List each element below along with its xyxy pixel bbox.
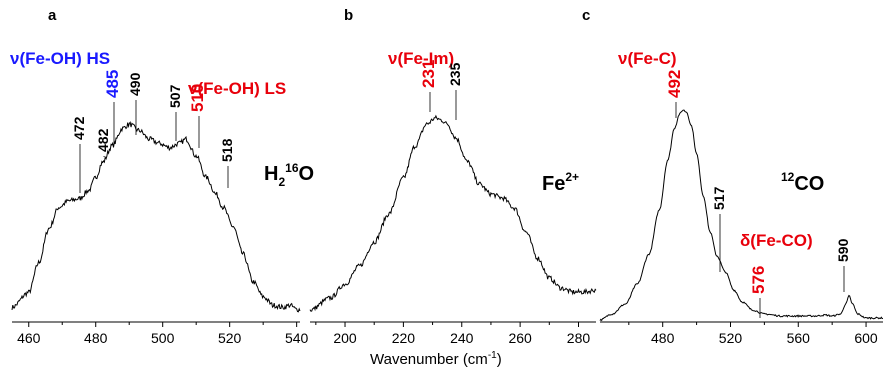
x-tick-label: 260 [508, 330, 532, 346]
peak-label-517: 517 [711, 186, 727, 210]
x-tick-label: 460 [17, 330, 41, 346]
peak-label-485: 485 [103, 70, 122, 98]
x-tick-label: 200 [333, 330, 357, 346]
assignment-fe-im: ν(Fe-Im) [388, 49, 454, 68]
condition-fe2plus: Fe2+ [542, 170, 579, 195]
x-tick-label: 220 [392, 330, 416, 346]
assignment-delta-fe-co: δ(Fe-CO) [740, 231, 813, 250]
spectrum-line-a [11, 121, 301, 313]
x-tick-label: 520 [719, 330, 743, 346]
x-tick-label: 280 [567, 330, 591, 346]
peak-label-235: 235 [447, 62, 463, 86]
assignment-fe-c: ν(Fe-C) [618, 49, 677, 68]
x-tick-label: 600 [854, 330, 878, 346]
x-tick-label: 480 [84, 330, 108, 346]
plot-area-a: 460 480 500 520 540 472 482 485 490 507 510 518 [11, 70, 309, 346]
peak-label-576: 576 [749, 266, 768, 294]
panel-a: a ν(Fe-OH) HS ν(Fe-OH) LS H216O 460 480 50… [10, 7, 314, 346]
spectrum-line-c [599, 109, 883, 322]
plot-area-c: 480 520 560 600 492 517 576 590 [599, 70, 883, 346]
peak-label-492: 492 [665, 70, 684, 98]
peak-label-482: 482 [95, 128, 111, 152]
peak-label-590: 590 [835, 238, 851, 262]
x-tick-label: 480 [651, 330, 675, 346]
condition-12co: 12CO [781, 170, 824, 195]
x-tick-label: 560 [787, 330, 811, 346]
panel-letter-b: b [344, 7, 353, 24]
x-tick-label: 240 [450, 330, 474, 346]
x-tick-label: 520 [218, 330, 242, 346]
peak-label-507: 507 [167, 84, 183, 108]
panel-c: c ν(Fe-C) δ(Fe-CO) 12CO 480 520 560 600 492 5… [582, 7, 883, 346]
peak-label-510: 510 [188, 84, 207, 112]
x-tick-label: 540 [285, 330, 309, 346]
panel-letter-a: a [48, 7, 57, 24]
peak-label-518: 518 [219, 138, 235, 162]
x-axis-label: Wavenumber (cm-1) [370, 350, 502, 368]
panel-letter-c: c [582, 7, 590, 24]
panel-b: b ν(Fe-Im) Fe2+ 200 220 240 260 280 231 235 [309, 7, 597, 346]
plot-area-b: 200 220 240 260 280 231 235 [309, 60, 597, 346]
assignment-fe-oh-hs: ν(Fe-OH) HS [10, 49, 110, 68]
assignment-fe-oh-ls: ν(Fe-OH) LS [188, 79, 286, 98]
peak-label-231: 231 [419, 60, 438, 88]
condition-h2-16o: H216O [264, 161, 314, 189]
spectrum-line-b [309, 114, 597, 312]
peak-label-490: 490 [127, 72, 143, 96]
peak-label-472: 472 [71, 116, 87, 140]
x-tick-label: 500 [151, 330, 175, 346]
